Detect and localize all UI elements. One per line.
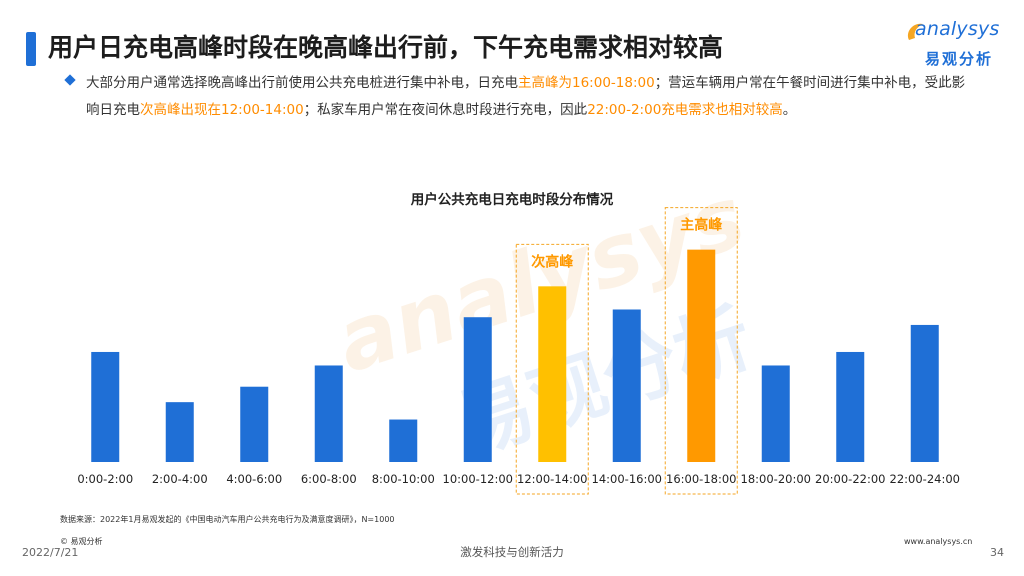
- logo-word: analysys: [915, 18, 1000, 40]
- bar-5: [463, 317, 492, 462]
- copyright: © 易观分析: [60, 537, 103, 546]
- page-title: 用户日充电高峰时段在晚高峰出行前，下午充电需求相对较高: [48, 33, 724, 62]
- footer-slogan: 激发科技与创新活力: [460, 545, 564, 559]
- highlight-box-8: [664, 207, 738, 495]
- x-tick-label-9: 18:00-20:00: [741, 472, 811, 486]
- bar-3: [314, 365, 343, 462]
- bar-0: [91, 351, 120, 462]
- x-tick-label-2: 4:00-6:00: [226, 472, 282, 486]
- footer-url: www.analysys.cn: [904, 537, 973, 546]
- bar-4: [389, 419, 418, 462]
- x-tick-label-3: 6:00-8:00: [301, 472, 357, 486]
- para-text-4: 。: [782, 102, 797, 118]
- x-tick-label-1: 2:00-4:00: [152, 472, 208, 486]
- highlight-box-6: [515, 243, 589, 495]
- x-tick-label-10: 20:00-22:00: [815, 472, 885, 486]
- highlight-label-6: 次高峰: [531, 253, 574, 270]
- x-tick-label-5: 10:00-12:00: [443, 472, 513, 486]
- para-highlight-night: 22:00-2:00充电需求也相对较高: [587, 102, 783, 118]
- x-tick-label-7: 14:00-16:00: [592, 472, 662, 486]
- bar-1: [165, 402, 194, 462]
- bar-6: [538, 286, 567, 462]
- data-source: 数据来源：2022年1月易观发起的《中国电动汽车用户公共充电行为及满意度调研》，…: [60, 515, 395, 524]
- x-tick-label-11: 22:00-24:00: [890, 472, 960, 486]
- para-highlight-main-peak: 主高峰为16:00-18:00: [518, 75, 655, 91]
- footer-date: 2022/7/21: [22, 546, 79, 559]
- brand-logo: analysys 易观分析: [905, 18, 1005, 78]
- logo-swirl-icon: [907, 23, 923, 40]
- summary-paragraph: 大部分用户通常选择晚高峰出行前使用公共充电桩进行集中补电，日充电主高峰为16:0…: [86, 70, 971, 124]
- bar-9: [761, 365, 790, 462]
- bar-10: [836, 351, 865, 462]
- para-text-1: 大部分用户通常选择晚高峰出行前使用公共充电桩进行集中补电，日充电: [86, 75, 518, 91]
- page-number: 34: [990, 546, 1004, 559]
- x-tick-label-8: 16:00-18:00: [666, 472, 736, 486]
- x-tick-label-0: 0:00-2:00: [77, 472, 133, 486]
- x-tick-label-4: 8:00-10:00: [372, 472, 435, 486]
- title-accent-bar: [26, 32, 36, 66]
- para-highlight-second-peak: 次高峰出现在12:00-14:00: [140, 102, 304, 118]
- bar-2: [240, 386, 269, 462]
- chart-title: 用户公共充电日充电时段分布情况: [410, 192, 614, 208]
- para-text-2: ；营运车辆用户常在午餐时间进行集中补电，受此影响日充电: [86, 75, 966, 118]
- bar-8: [687, 249, 716, 462]
- highlight-label-8: 主高峰: [680, 217, 723, 234]
- para-text-3: ；私家车用户常在夜间休息时段进行充电，因此: [303, 102, 588, 118]
- x-tick-label-6: 12:00-14:00: [517, 472, 587, 486]
- logo-cn: 易观分析: [925, 50, 994, 68]
- bar-11: [910, 324, 939, 462]
- bar-7: [612, 309, 641, 462]
